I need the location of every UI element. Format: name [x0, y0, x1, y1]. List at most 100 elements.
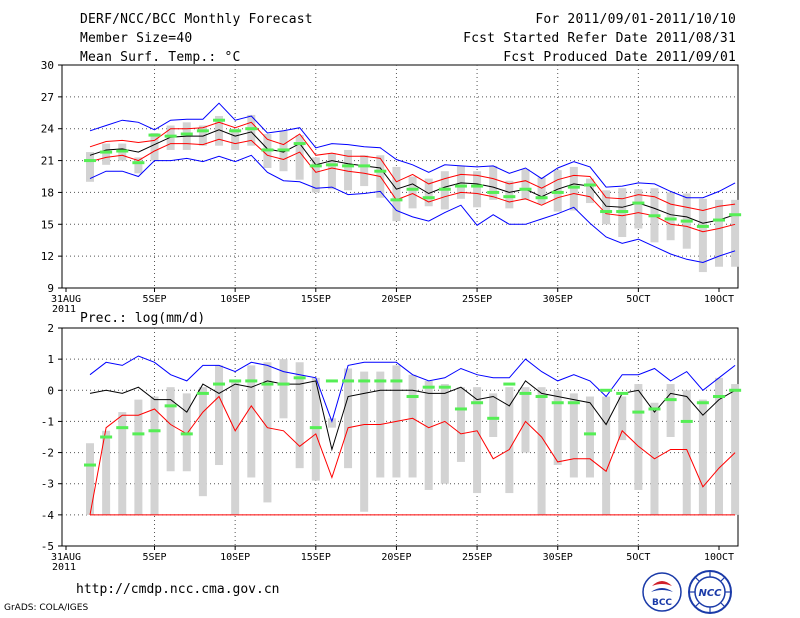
temp-spread-bar — [86, 152, 94, 182]
prec-median-marker — [438, 385, 451, 389]
temp-median-marker — [664, 217, 677, 221]
prec-median-marker — [277, 382, 290, 386]
temp-ytick-label: 9 — [47, 282, 54, 295]
temp-spread-bar — [327, 153, 336, 190]
temp-median-marker — [180, 132, 193, 136]
temp-spread-bar — [505, 180, 514, 209]
temp-spread-bar — [424, 178, 433, 207]
bcc-logo-text: BCC — [652, 598, 672, 608]
temp-spread-bar — [311, 157, 320, 193]
temp-xtick-label: 5OCT — [626, 294, 650, 305]
prec-spread-bar — [118, 412, 127, 515]
produced-date: Fcst Produced Date 2011/09/01 — [503, 50, 736, 65]
temp-median-marker — [342, 164, 355, 168]
temp-spread-bar — [166, 125, 175, 150]
temp-xtick-label: 10SEP — [220, 294, 250, 305]
prec-xtick-label: 20SEP — [381, 552, 411, 563]
temp-spread-bar — [134, 157, 143, 174]
prec-spread-bar — [553, 390, 562, 466]
member-size: Member Size=40 — [80, 31, 193, 46]
prec-spread-bar — [86, 443, 94, 515]
prec-median-marker — [680, 419, 693, 423]
grads-credit: GrADS: COLA/IGES — [4, 603, 89, 613]
temp-series-mean — [89, 129, 736, 224]
prec-xtick-label: 15SEP — [301, 552, 331, 563]
temp-spread-bar — [473, 171, 482, 208]
prec-spread-bar — [150, 396, 159, 515]
temp-spread-bar — [360, 155, 369, 187]
temp-xtick-label: 15SEP — [301, 294, 331, 305]
prec-spread-bar — [618, 396, 627, 441]
temp-spread-bar — [553, 170, 562, 212]
prec-spread-bar — [698, 399, 707, 515]
prec-ytick-label: -5 — [41, 540, 54, 553]
prec-median-marker — [293, 376, 306, 380]
prec-spread-bar — [569, 393, 578, 478]
temp-spread-bar — [456, 165, 465, 199]
temp-ytick-label: 18 — [41, 186, 54, 199]
temp-median-marker — [438, 187, 451, 191]
prec-xtick-label: 10SEP — [220, 552, 250, 563]
prec-median-marker — [358, 379, 371, 383]
temp-median-marker — [390, 198, 403, 202]
temp-xtick-label: 10OCT — [704, 294, 734, 305]
temp-spread-bar — [247, 114, 256, 146]
prec-xtick-sublabel: 2011 — [52, 562, 76, 573]
temp-median-marker — [519, 187, 532, 191]
temp-ytick-label: 27 — [41, 91, 54, 104]
prec-median-marker — [342, 379, 355, 383]
temp-median-marker — [583, 183, 596, 187]
prec-spread-bar — [602, 396, 611, 515]
temp-median-marker — [84, 159, 96, 163]
temp-ytick-label: 24 — [41, 123, 55, 136]
temp-median-marker — [729, 213, 742, 217]
temp-spread-bar — [489, 165, 498, 200]
temp-xtick-label: 31AUG — [51, 294, 81, 305]
temp-median-marker — [132, 161, 145, 165]
temp-median-marker — [358, 164, 371, 168]
temp-spread-bar — [537, 177, 546, 205]
prec-median-marker — [116, 426, 129, 430]
prec-title: Prec.: log(mm/d) — [80, 311, 205, 326]
prec-median-marker — [213, 382, 226, 386]
source-url[interactable]: http://cmdp.ncc.cma.gov.cn — [76, 582, 280, 597]
temp-spread-bar — [295, 135, 304, 180]
temp-median-marker — [503, 195, 516, 199]
prec-median-marker — [503, 382, 516, 386]
temp-median-marker — [213, 118, 226, 122]
temp-spread-bar — [731, 199, 740, 267]
prec-median-marker — [84, 463, 96, 467]
prec-median-marker — [148, 429, 161, 433]
prec-median-marker — [390, 379, 403, 383]
prec-spread-bar — [408, 374, 417, 478]
prec-median-marker — [713, 395, 725, 399]
variable-label: Mean Surf. Temp.: °C — [80, 50, 241, 65]
temp-series-max — [89, 102, 736, 199]
prec-spread-bar — [715, 377, 723, 515]
temp-xtick-label: 30SEP — [543, 294, 573, 305]
temp-median-marker — [116, 149, 129, 153]
temp-series-upper_spread — [89, 121, 736, 212]
temp-spread-bar — [102, 143, 111, 165]
temp-median-marker — [551, 190, 564, 194]
prec-spread-bar — [489, 393, 498, 437]
temp-spread-bar — [150, 132, 159, 161]
prec-spread-bar — [344, 368, 353, 469]
prec-spread-bar — [182, 393, 191, 472]
temp-spread-bar — [602, 190, 611, 225]
temp-median-marker — [261, 148, 274, 152]
temp-median-marker — [293, 142, 306, 146]
prec-median-marker — [487, 416, 500, 420]
temp-median-marker — [229, 129, 242, 133]
prec-median-marker — [600, 388, 613, 392]
prec-series-max — [89, 355, 736, 423]
prec-median-marker — [696, 401, 709, 405]
prec-median-marker — [616, 391, 629, 395]
prec-spread-bar — [440, 384, 449, 484]
temp-median-marker — [422, 196, 435, 200]
prec-spread-bar — [424, 380, 433, 490]
prec-spread-bar — [666, 384, 675, 437]
prec-xtick-label: 5SEP — [142, 552, 166, 563]
prec-ytick-label: -1 — [41, 415, 54, 428]
prec-ytick-label: 1 — [47, 353, 54, 366]
